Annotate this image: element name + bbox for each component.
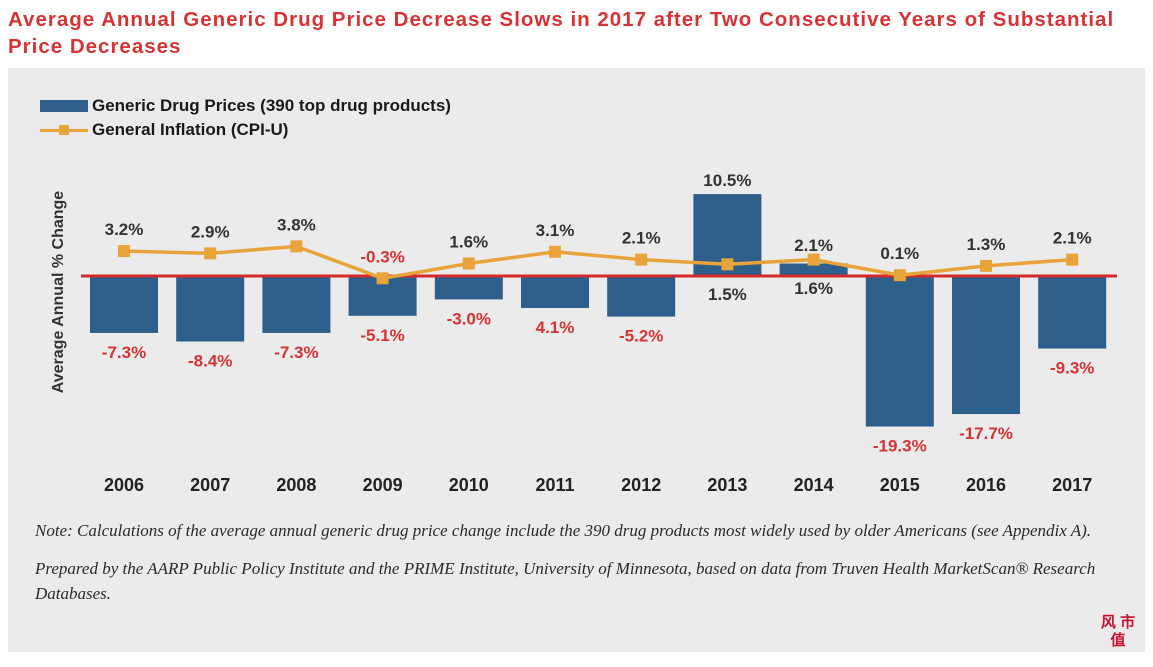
legend: Generic Drug Prices (390 top drug produc…	[40, 94, 451, 142]
bar-2008	[262, 276, 331, 333]
inflation-label-2014: 2.1%	[794, 236, 833, 255]
legend-label-generic: Generic Drug Prices (390 top drug produc…	[92, 96, 451, 115]
bar-2007	[176, 276, 245, 342]
x-tick-2016: 2016	[966, 475, 1006, 495]
note-text: Note: Calculations of the average annual…	[35, 521, 1092, 540]
bar-label-2011: 4.1%	[536, 318, 575, 337]
inflation-marker-2008	[290, 240, 303, 253]
bar-label-2008: -7.3%	[274, 343, 318, 362]
bar-2017	[1038, 276, 1107, 349]
inflation-marker-2011	[549, 245, 561, 258]
x-tick-2008: 2008	[276, 475, 316, 495]
bar-label-2015: -19.3%	[873, 437, 927, 456]
inflation-label-2017: 2.1%	[1053, 229, 1092, 248]
legend-item-inflation: General Inflation (CPI-U)	[40, 118, 451, 142]
notes: Note: Calculations of the average annual…	[35, 518, 1125, 619]
bar-2016	[952, 276, 1020, 415]
bar-label-2017: -9.3%	[1050, 359, 1094, 378]
inflation-label-2009: -0.3%	[360, 247, 404, 266]
inflation-marker-2009	[376, 272, 389, 285]
inflation-label-2013: 1.5%	[708, 285, 747, 304]
bar-2011	[521, 276, 589, 308]
bar-label-2012: -5.2%	[619, 327, 663, 346]
x-tick-2011: 2011	[535, 475, 574, 495]
bar-label-2013: 10.5%	[703, 171, 751, 190]
inflation-label-2012: 2.1%	[622, 229, 661, 248]
bar-2006	[90, 276, 158, 333]
legend-item-generic: Generic Drug Prices (390 top drug produc…	[40, 94, 451, 118]
legend-swatch-bar	[40, 100, 88, 112]
inflation-marker-2013	[721, 258, 734, 271]
inflation-marker-2016	[980, 259, 992, 272]
inflation-label-2016: 1.3%	[967, 235, 1006, 254]
legend-label-inflation: General Inflation (CPI-U)	[92, 120, 289, 139]
inflation-marker-2017	[1066, 253, 1079, 266]
inflation-marker-2015	[893, 269, 906, 282]
brand-logo: 风 市值	[1100, 614, 1136, 649]
bar-2012	[607, 276, 676, 317]
chart-title: Average Annual Generic Drug Price Decrea…	[8, 8, 1115, 58]
inflation-line	[123, 244, 1073, 281]
y-axis-label: Average Annual % Change	[50, 191, 67, 394]
inflation-marker-2014	[807, 253, 820, 266]
bar-label-2007: -8.4%	[188, 352, 232, 371]
bar-2015	[865, 276, 934, 427]
inflation-marker-2010	[462, 257, 475, 270]
inflation-marker-2012	[635, 253, 648, 266]
bar-2010	[434, 276, 503, 300]
inflation-marker-2007	[204, 247, 217, 260]
x-tick-2010: 2010	[449, 475, 489, 495]
inflation-label-2015: 0.1%	[880, 244, 919, 263]
x-tick-2009: 2009	[363, 475, 403, 495]
x-tick-2013: 2013	[707, 475, 747, 495]
legend-swatch-line	[40, 124, 88, 136]
inflation-marker-2006	[118, 245, 130, 258]
x-tick-2015: 2015	[880, 475, 920, 495]
bar-2014	[779, 263, 848, 276]
x-tick-2014: 2014	[794, 475, 834, 495]
bar-label-2016: -17.7%	[959, 424, 1013, 443]
inflation-label-2008: 3.8%	[277, 215, 316, 234]
bar-label-2010: -3.0%	[447, 309, 491, 328]
inflation-label-2007: 2.9%	[191, 222, 230, 241]
x-tick-2006: 2006	[104, 475, 144, 495]
x-tick-2012: 2012	[621, 475, 661, 495]
bar-label-2006: -7.3%	[102, 343, 146, 362]
x-tick-2007: 2007	[190, 475, 230, 495]
inflation-label-2006: 3.2%	[105, 220, 144, 239]
inflation-label-2010: 1.6%	[449, 233, 488, 252]
inflation-label-2011: 3.1%	[536, 221, 575, 240]
x-tick-2017: 2017	[1052, 475, 1092, 495]
source-text: Prepared by the AARP Public Policy Insti…	[35, 559, 1096, 603]
bar-label-2014: 1.6%	[794, 279, 833, 298]
bar-label-2009: -5.1%	[360, 326, 404, 345]
